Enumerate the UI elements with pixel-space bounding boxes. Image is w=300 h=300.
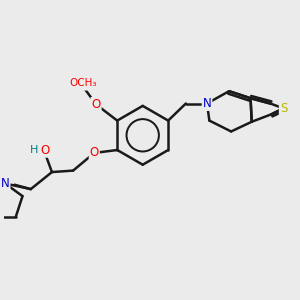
Text: H: H <box>30 145 38 155</box>
Text: N: N <box>202 97 211 110</box>
Text: O: O <box>40 144 50 157</box>
Text: S: S <box>280 102 287 115</box>
Text: O: O <box>92 98 101 111</box>
Text: N: N <box>1 177 10 190</box>
Text: OCH₃: OCH₃ <box>69 80 97 90</box>
Text: OCH₃: OCH₃ <box>69 78 97 88</box>
Text: O: O <box>90 146 99 159</box>
